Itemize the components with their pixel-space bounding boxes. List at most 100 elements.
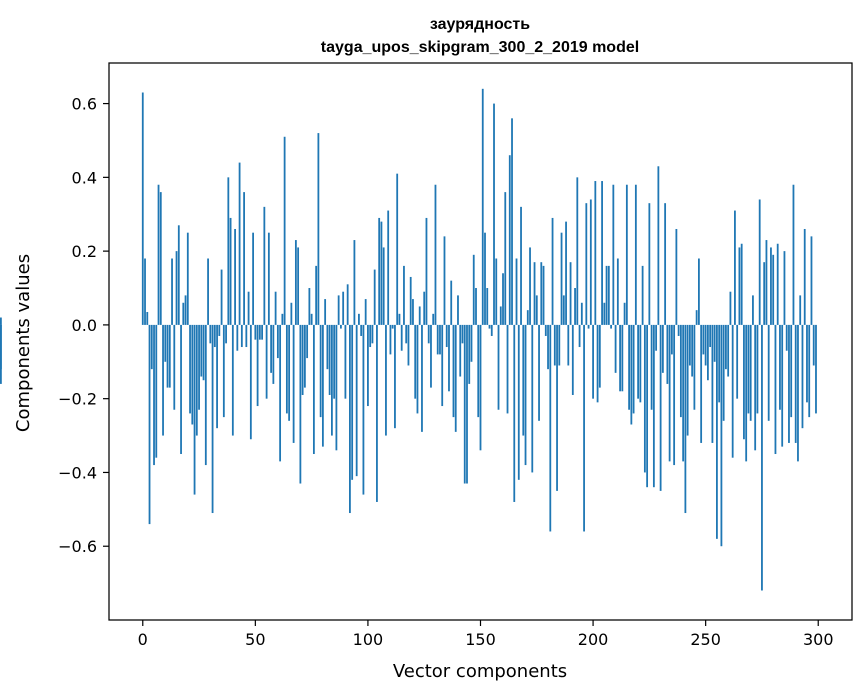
bar-180 (547, 324, 549, 370)
bar-43 (238, 162, 241, 325)
bar-205 (603, 302, 606, 325)
bar-122 (416, 324, 419, 414)
bar-202 (596, 324, 599, 403)
bar-12 (168, 324, 171, 388)
y-tick-label: 0.0 (72, 316, 97, 335)
bar-1 (144, 258, 146, 325)
bar-260 (727, 324, 730, 377)
bar-156 (493, 103, 495, 325)
bar-41 (234, 228, 236, 325)
bar-291 (797, 324, 799, 462)
bar-283 (779, 324, 781, 410)
bar-226 (650, 324, 653, 410)
bar-261 (729, 291, 732, 325)
bar-207 (607, 265, 610, 325)
bar-99 (364, 299, 367, 325)
bar-20 (186, 232, 189, 325)
bars-group (0, 88, 817, 591)
bar-33 (216, 324, 218, 429)
bar-11 (166, 324, 169, 388)
bar-120 (412, 299, 414, 325)
bar-103 (373, 269, 376, 325)
x-tick-label: 250 (690, 630, 721, 649)
bar-119 (409, 276, 412, 325)
bar-209 (612, 184, 615, 325)
bar-295 (806, 324, 808, 403)
plot-frame (108, 62, 853, 621)
bar-151 (481, 88, 484, 325)
chart-title: заурядность (430, 16, 530, 33)
bar-258 (722, 324, 725, 421)
bar-141 (459, 324, 462, 377)
bar-200 (592, 324, 594, 399)
bar-18 (182, 302, 185, 325)
bar-158 (497, 324, 500, 410)
bar-140 (457, 295, 459, 325)
bar-15 (175, 251, 178, 325)
bar-279 (770, 247, 772, 325)
bar-224 (646, 324, 649, 488)
bar-136 (448, 324, 450, 392)
bar-112 (394, 324, 396, 429)
bar-290 (794, 324, 797, 443)
bar-108 (385, 324, 387, 436)
bar-55 (265, 324, 268, 399)
bar-89 (342, 291, 345, 325)
bar-71 (301, 324, 304, 395)
bar-129 (432, 313, 435, 325)
bar-185 (558, 324, 561, 366)
bar-157 (495, 258, 498, 325)
x-tick-label: 200 (578, 630, 609, 649)
bar-66 (290, 302, 293, 325)
bar-255 (716, 324, 718, 539)
bar-17 (180, 324, 182, 455)
bar-128 (430, 324, 432, 388)
bar-31 (211, 324, 214, 514)
bar-69 (297, 247, 300, 325)
bar-174 (533, 262, 536, 325)
bar-138 (452, 324, 455, 418)
bar-170 (524, 324, 527, 466)
bar-105 (378, 217, 381, 325)
bar-225 (648, 203, 651, 325)
bar-25 (198, 324, 200, 410)
bar-292 (799, 295, 802, 325)
bar-84 (331, 324, 333, 436)
bar-257 (720, 324, 723, 547)
bar-159 (499, 306, 502, 325)
bar-135 (445, 324, 448, 348)
bar-241 (684, 324, 687, 514)
bar-282 (776, 243, 779, 325)
bar-216 (628, 324, 630, 410)
bar-144 (466, 324, 468, 484)
bar-22 (191, 324, 194, 425)
bar-172 (529, 247, 531, 325)
bar-251 (707, 324, 709, 381)
bar-178 (542, 265, 545, 325)
bar-196 (583, 324, 585, 532)
bar-107 (382, 247, 385, 325)
bar-34 (218, 324, 221, 336)
bar-171 (526, 310, 529, 325)
bar-160 (502, 273, 504, 325)
bar-242 (686, 324, 689, 436)
bar-149 (477, 324, 480, 418)
bar-165 (513, 324, 516, 502)
bar-268 (745, 324, 748, 462)
bar-213 (621, 324, 624, 392)
bar-269 (747, 324, 750, 414)
bar-97 (360, 324, 363, 336)
bar-267 (743, 324, 745, 440)
bar-285 (783, 251, 786, 325)
bar-286 (785, 324, 788, 351)
bar-281 (774, 324, 777, 455)
bar-244 (691, 324, 694, 377)
bar-270 (749, 324, 752, 421)
bar-46 (245, 324, 248, 348)
y-axis-ticks: −0.6 −0.4 −0.2 0.0 0.2 0.4 0.6 (58, 95, 109, 556)
bar-197 (585, 203, 588, 325)
bar-72 (303, 324, 306, 388)
bar-195 (580, 302, 583, 325)
bar-176 (538, 324, 540, 421)
